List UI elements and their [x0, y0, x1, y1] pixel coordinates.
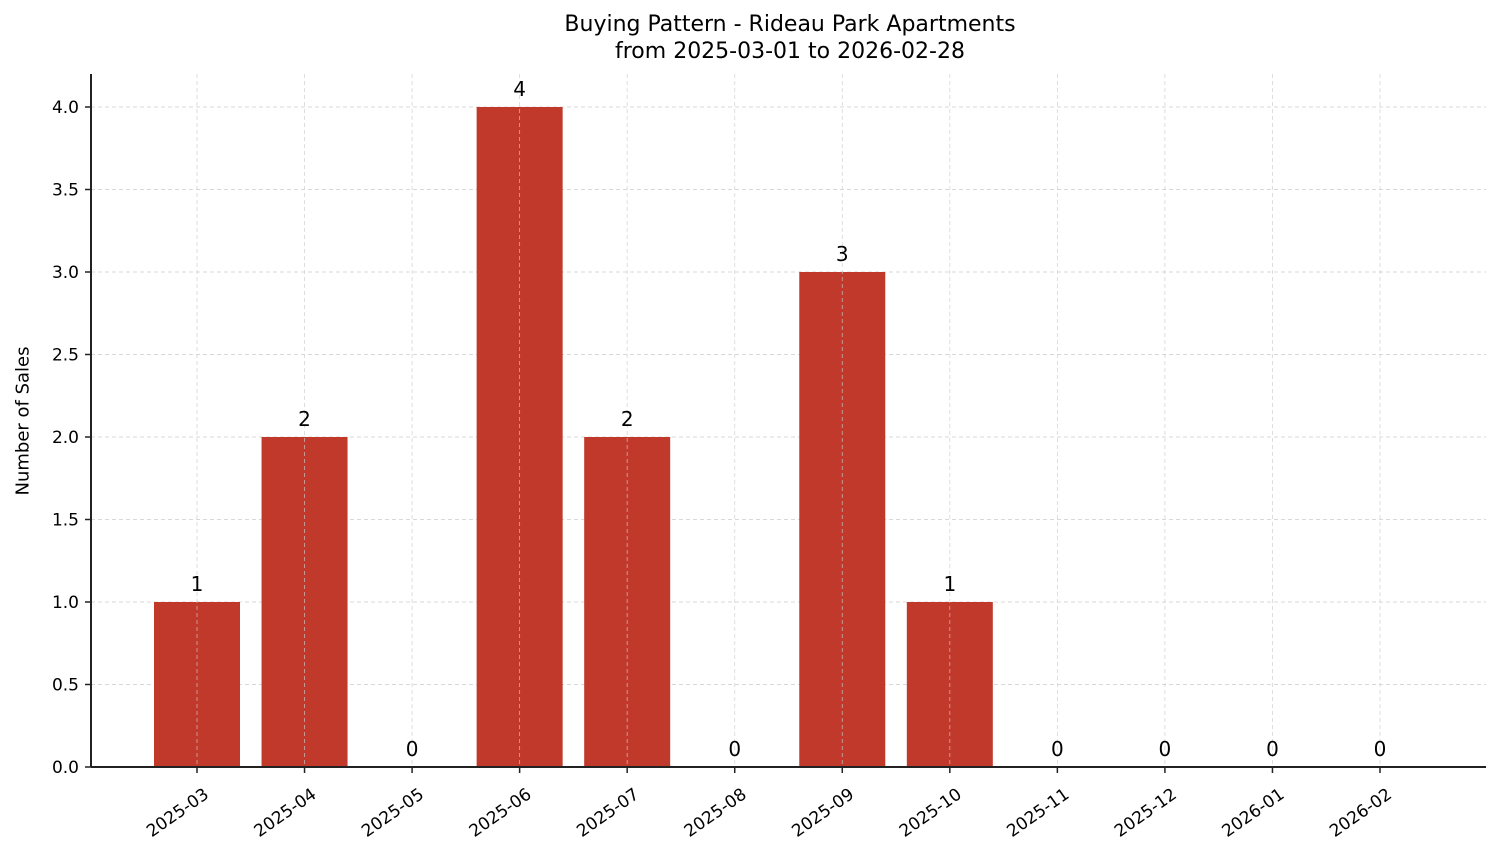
x-tick-label: 2026-01	[1219, 785, 1289, 842]
y-tick-label: 2.5	[52, 346, 79, 366]
chart-title: Buying Pattern - Rideau Park Apartments	[564, 12, 1016, 37]
vertical-grid-lines	[196, 74, 1381, 767]
y-tick-label: 3.5	[52, 181, 79, 201]
y-tick-label: 3.0	[52, 263, 79, 283]
x-axis-ticks: 2025-03 2025-04 2025-05 2025-06 2025-07 2025-…	[143, 767, 1396, 842]
bar-value-label: 2	[298, 407, 311, 431]
x-tick-label: 2026-02	[1326, 785, 1396, 842]
y-tick-label: 0.5	[52, 676, 79, 696]
bars	[154, 107, 993, 767]
bar-value-label: 0	[1159, 737, 1172, 761]
bar-value-label: 0	[406, 737, 419, 761]
chart-subtitle: from 2025-03-01 to 2026-02-28	[615, 39, 965, 64]
bar-value-label: 0	[1051, 737, 1064, 761]
y-tick-label: 1.0	[52, 593, 79, 613]
x-tick-label: 2025-11	[1003, 785, 1073, 842]
bar-value-label: 3	[836, 242, 849, 266]
y-tick-label: 1.5	[52, 511, 79, 531]
bar-value-labels: 1 2 0 4 2 0 3 1 0 0 0 0	[191, 77, 1387, 761]
bar-value-label: 1	[943, 572, 956, 596]
bar-value-label: 4	[513, 77, 526, 101]
x-tick-label: 2025-10	[896, 785, 966, 842]
bar-value-label: 0	[1266, 737, 1279, 761]
x-tick-label: 2025-07	[573, 785, 643, 842]
y-axis-ticks: 0.0 0.5 1.0 1.5 2.0 2.5 3.0 3.5 4.0	[52, 98, 91, 778]
y-tick-label: 4.0	[52, 98, 79, 118]
x-tick-label: 2025-09	[788, 785, 858, 842]
y-tick-label: 2.0	[52, 428, 79, 448]
x-tick-label: 2025-06	[466, 785, 536, 842]
bar-value-label: 0	[728, 737, 741, 761]
x-tick-label: 2025-05	[358, 785, 428, 842]
y-tick-label: 0.0	[52, 758, 79, 778]
bar-value-label: 1	[191, 572, 204, 596]
bar	[476, 107, 563, 767]
bar-value-label: 2	[621, 407, 634, 431]
bar-value-label: 0	[1374, 737, 1387, 761]
x-tick-label: 2025-08	[681, 785, 751, 842]
x-tick-label: 2025-12	[1111, 785, 1181, 842]
x-tick-label: 2025-03	[143, 785, 213, 842]
x-tick-label: 2025-04	[251, 785, 321, 842]
